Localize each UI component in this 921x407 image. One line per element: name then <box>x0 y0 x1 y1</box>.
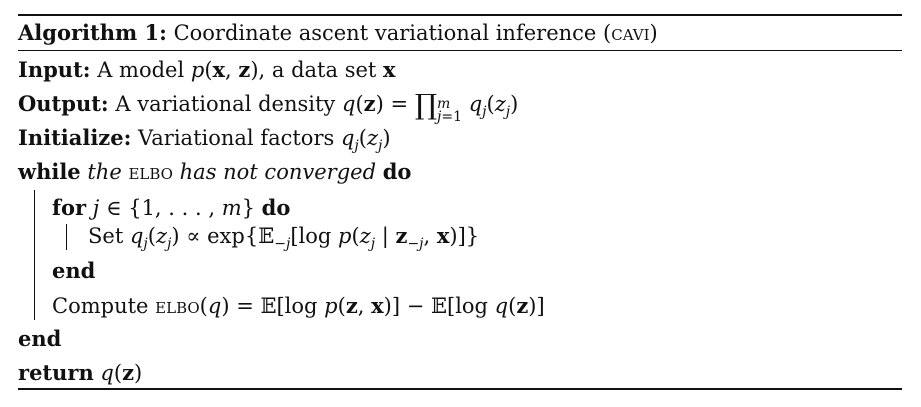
bottom-rule <box>18 388 902 390</box>
output-line: Output: A variational density q(z) = ∏ m j… <box>18 88 519 125</box>
compute-line: Compute elbo(q) = 𝔼[log p(z, x)] − 𝔼[log… <box>52 292 545 320</box>
return-line: return q(z) <box>18 359 142 387</box>
set-line: Set qj(zj) ∝ exp{𝔼−j[log p(zj | z−j, x)]… <box>88 222 480 253</box>
end-while-line: end <box>18 325 61 353</box>
for-block-bar <box>66 224 67 250</box>
return-math: q(z) <box>100 360 143 385</box>
input-keyword: Input: <box>18 57 91 82</box>
while-block-bar <box>34 190 35 320</box>
end-for-line: end <box>52 257 95 285</box>
return-keyword: return <box>18 360 94 385</box>
initialize-math: qj(zj) <box>340 126 391 155</box>
output-text: A variational density <box>115 92 336 116</box>
while-cond-post: has not converged <box>179 160 377 184</box>
initialize-keyword: Initialize: <box>18 125 132 150</box>
for-do: do <box>261 195 291 220</box>
input-math-model: p(x, z) <box>190 57 259 82</box>
for-line: for j ∈ {1, . . . , m} do <box>52 194 290 222</box>
caption-abbr: cavi <box>611 21 650 45</box>
set-keyword: Set <box>88 224 124 248</box>
top-rule <box>18 14 902 16</box>
end-while-keyword: end <box>18 326 62 351</box>
while-cond-pre: the <box>87 160 122 184</box>
caption-label: Algorithm 1: <box>18 20 167 45</box>
output-keyword: Output: <box>18 91 109 116</box>
for-keyword: for <box>52 195 87 220</box>
algorithm-caption: Algorithm 1: Coordinate ascent variation… <box>18 16 902 50</box>
for-math: j ∈ {1, . . . , m} <box>92 196 255 220</box>
set-math: qj(zj) ∝ exp{𝔼−j[log p(zj | z−j, x)]} <box>129 223 480 253</box>
while-do: do <box>382 159 412 184</box>
while-line: while the elbo has not converged do <box>18 158 411 186</box>
compute-keyword: Compute <box>52 294 149 318</box>
input-text2: , a data set <box>258 58 377 82</box>
algorithm-box: Algorithm 1: Coordinate ascent variation… <box>18 14 902 51</box>
end-for-keyword: end <box>52 258 96 283</box>
input-math-data: x <box>383 57 396 82</box>
initialize-text: Variational factors <box>138 126 335 150</box>
initialize-line: Initialize: Variational factors qj(zj) <box>18 124 391 155</box>
while-abbr: elbo <box>128 160 173 184</box>
input-text: A model <box>97 58 185 82</box>
caption-close: ) <box>649 21 658 45</box>
while-keyword: while <box>18 159 81 184</box>
caption-title: Coordinate ascent variational inference … <box>173 21 612 45</box>
output-math: q(z) = ∏ m j=1 qj(zj) <box>341 88 519 125</box>
caption-rule <box>18 50 902 51</box>
input-line: Input: A model p(x, z), a data set x <box>18 56 396 84</box>
compute-abbr: elbo <box>155 294 200 318</box>
compute-math: (q) = 𝔼[log p(z, x)] − 𝔼[log q(z)] <box>199 293 545 318</box>
